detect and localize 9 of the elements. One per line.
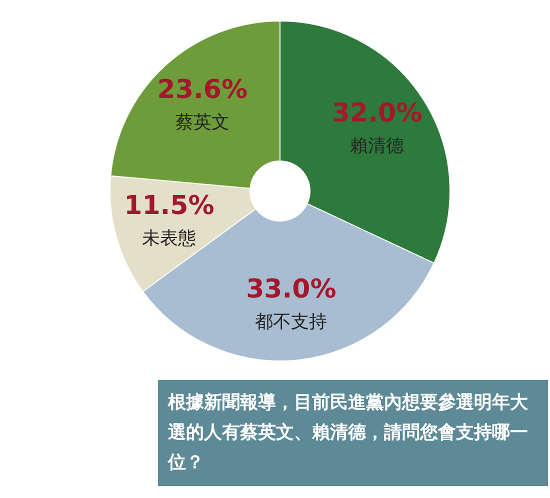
data-label: 33.0% xyxy=(246,274,336,304)
data-label: 32.0% xyxy=(332,98,422,128)
slice-label: 蔡英文 xyxy=(175,112,230,134)
text: 根據新聞報導，目前民進黨內想要參選明年大選的人有蔡英文、賴清德，請問您會支持哪一位？ xyxy=(158,380,548,486)
data-label: 11.5% xyxy=(124,190,214,221)
slice-label: 都不支持 xyxy=(255,311,328,332)
slice-label: 未表態 xyxy=(142,228,196,249)
data-label: 23.6% xyxy=(157,75,248,106)
slice-label: 賴清德 xyxy=(350,135,404,156)
